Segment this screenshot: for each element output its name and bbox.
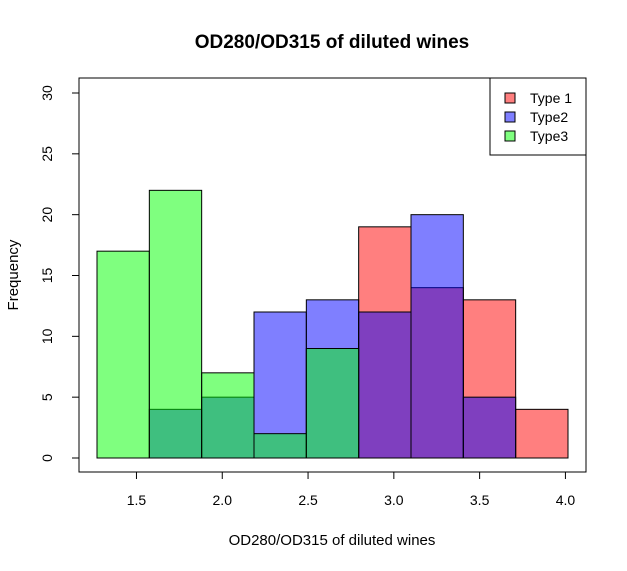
x-tick-label: 3.0 (384, 492, 404, 508)
bar-type3-bin-5 (305, 348, 360, 459)
bars-group (96, 189, 569, 459)
bar-type3-bin-4 (253, 433, 307, 459)
bar-type3-bin-1 (96, 250, 150, 459)
x-tick-label: 3.5 (470, 492, 490, 508)
x-tick-label: 4.0 (556, 492, 576, 508)
y-tick-label: 30 (39, 85, 55, 101)
y-tick-label: 25 (39, 146, 55, 162)
x-axis-label: OD280/OD315 of diluted wines (229, 532, 436, 549)
x-tick-label: 1.5 (127, 492, 147, 508)
bar-type3-bin-3 (201, 372, 255, 459)
y-tick-label: 10 (39, 328, 55, 344)
bar-type3-bin-2 (148, 189, 203, 459)
legend-swatch-type1 (504, 92, 516, 104)
x-tick-label: 2.0 (213, 492, 233, 508)
y-tick-label: 0 (39, 454, 55, 462)
x-tick-label: 2.5 (298, 492, 318, 508)
bar-type2-bin-6 (358, 311, 412, 459)
bar-type2-bin-7 (410, 214, 464, 459)
bar-type1-bin-9 (515, 408, 569, 459)
legend-swatch-type3 (504, 130, 516, 142)
chart-title: OD280/OD315 of diluted wines (195, 32, 470, 53)
legend-label-type1: Type 1 (530, 90, 572, 106)
x-axis: 1.5 2.0 2.5 3.0 3.5 4.0 (127, 471, 576, 508)
y-tick-label: 20 (39, 207, 55, 223)
y-tick-label: 5 (39, 393, 55, 401)
legend-swatch-type2 (504, 111, 516, 123)
legend-label-type3: Type3 (530, 128, 568, 144)
legend-label-type2: Type2 (530, 109, 568, 125)
y-axis: 0 5 10 15 20 25 30 (39, 85, 80, 462)
legend: Type 1 Type2 Type3 (489, 77, 587, 156)
bar-type2-bin-8 (462, 396, 517, 459)
y-tick-label: 15 (39, 268, 55, 284)
y-axis-label: Frequency (5, 239, 22, 310)
